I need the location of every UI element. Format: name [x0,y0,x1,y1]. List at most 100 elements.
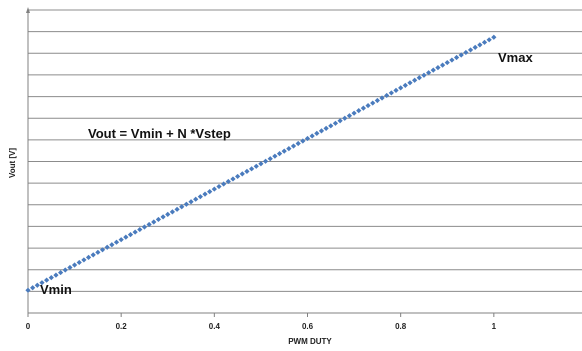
data-point [337,118,343,124]
data-point [183,201,189,207]
data-point [304,135,311,142]
data-point [193,196,199,202]
x-tick-labels: 00.20.40.60.811.2 [26,313,582,331]
data-point [370,100,376,106]
data-point [174,206,180,212]
data-point [99,247,106,253]
data-point [262,158,269,164]
data-point [402,82,408,88]
data-point [416,75,422,81]
data-point [104,244,110,250]
data-point [426,70,432,76]
data-point [351,110,357,116]
data-point [155,216,162,223]
gridlines [28,9,582,292]
data-point [151,219,157,225]
data-point [160,214,166,220]
data-point [472,44,478,50]
data-point [290,143,297,149]
data-point [253,163,259,169]
data-point [48,275,54,281]
data-point [295,140,301,147]
data-point [34,282,40,288]
data-point [286,145,292,152]
axes [26,7,582,314]
data-point [379,95,385,101]
data-point [165,211,171,217]
data-point [463,49,469,56]
data-point [118,237,124,243]
data-point [384,92,390,99]
data-point [30,285,36,291]
data-point [276,151,283,157]
data-point [132,229,138,235]
data-point [393,87,399,94]
series-points [25,34,497,293]
data-point [342,115,348,121]
data-point [141,224,148,230]
data-point [486,37,492,43]
data-point [211,186,217,192]
data-point [123,234,129,240]
y-axis-title: Vout [V] [8,148,17,178]
data-point [25,287,31,293]
data-point [85,254,92,260]
data-point [328,123,334,129]
data-point [58,269,64,276]
data-point [53,272,59,278]
data-point [374,97,380,104]
data-point [407,80,413,86]
data-point [44,277,50,283]
data-point [453,54,460,61]
data-point [258,161,264,167]
data-point [267,156,273,162]
x-tick-label: 0 [26,322,31,331]
data-point [179,204,185,210]
data-point [188,199,194,205]
x-tick-label: 1 [492,322,497,331]
x-tick-label: 0.4 [209,322,221,331]
data-point [109,242,115,248]
data-point [318,128,325,134]
data-point [169,209,176,215]
data-point [346,113,353,119]
data-point [225,178,231,185]
data-point [323,125,329,131]
data-point [249,166,255,172]
data-point [90,252,96,258]
data-point [481,39,488,45]
data-point [239,171,245,177]
data-point [388,90,394,96]
data-point [202,191,208,197]
data-point [467,47,474,53]
data-point [67,264,73,271]
data-point [95,249,101,255]
vmax-annotation: Vmax [498,50,533,65]
x-tick-label: 0.2 [116,322,128,331]
data-point [332,120,339,126]
data-point [81,257,87,263]
data-point [300,138,306,144]
data-point [421,72,427,78]
data-point [244,168,250,174]
data-point [356,108,362,114]
data-point [444,59,450,66]
data-point [230,176,236,182]
data-point [314,130,320,137]
vmin-annotation: Vmin [40,282,72,297]
data-point [365,102,371,109]
data-point [430,67,436,73]
x-axis-title: PWM DUTY [288,337,332,346]
data-point [221,181,227,187]
data-point [491,34,497,40]
data-point [412,77,418,83]
data-point [281,148,287,154]
data-point [216,183,222,190]
data-point [76,259,82,266]
data-point [360,105,366,111]
data-point [272,153,278,159]
data-point [435,65,441,71]
data-point [458,52,464,58]
data-point [197,194,203,200]
